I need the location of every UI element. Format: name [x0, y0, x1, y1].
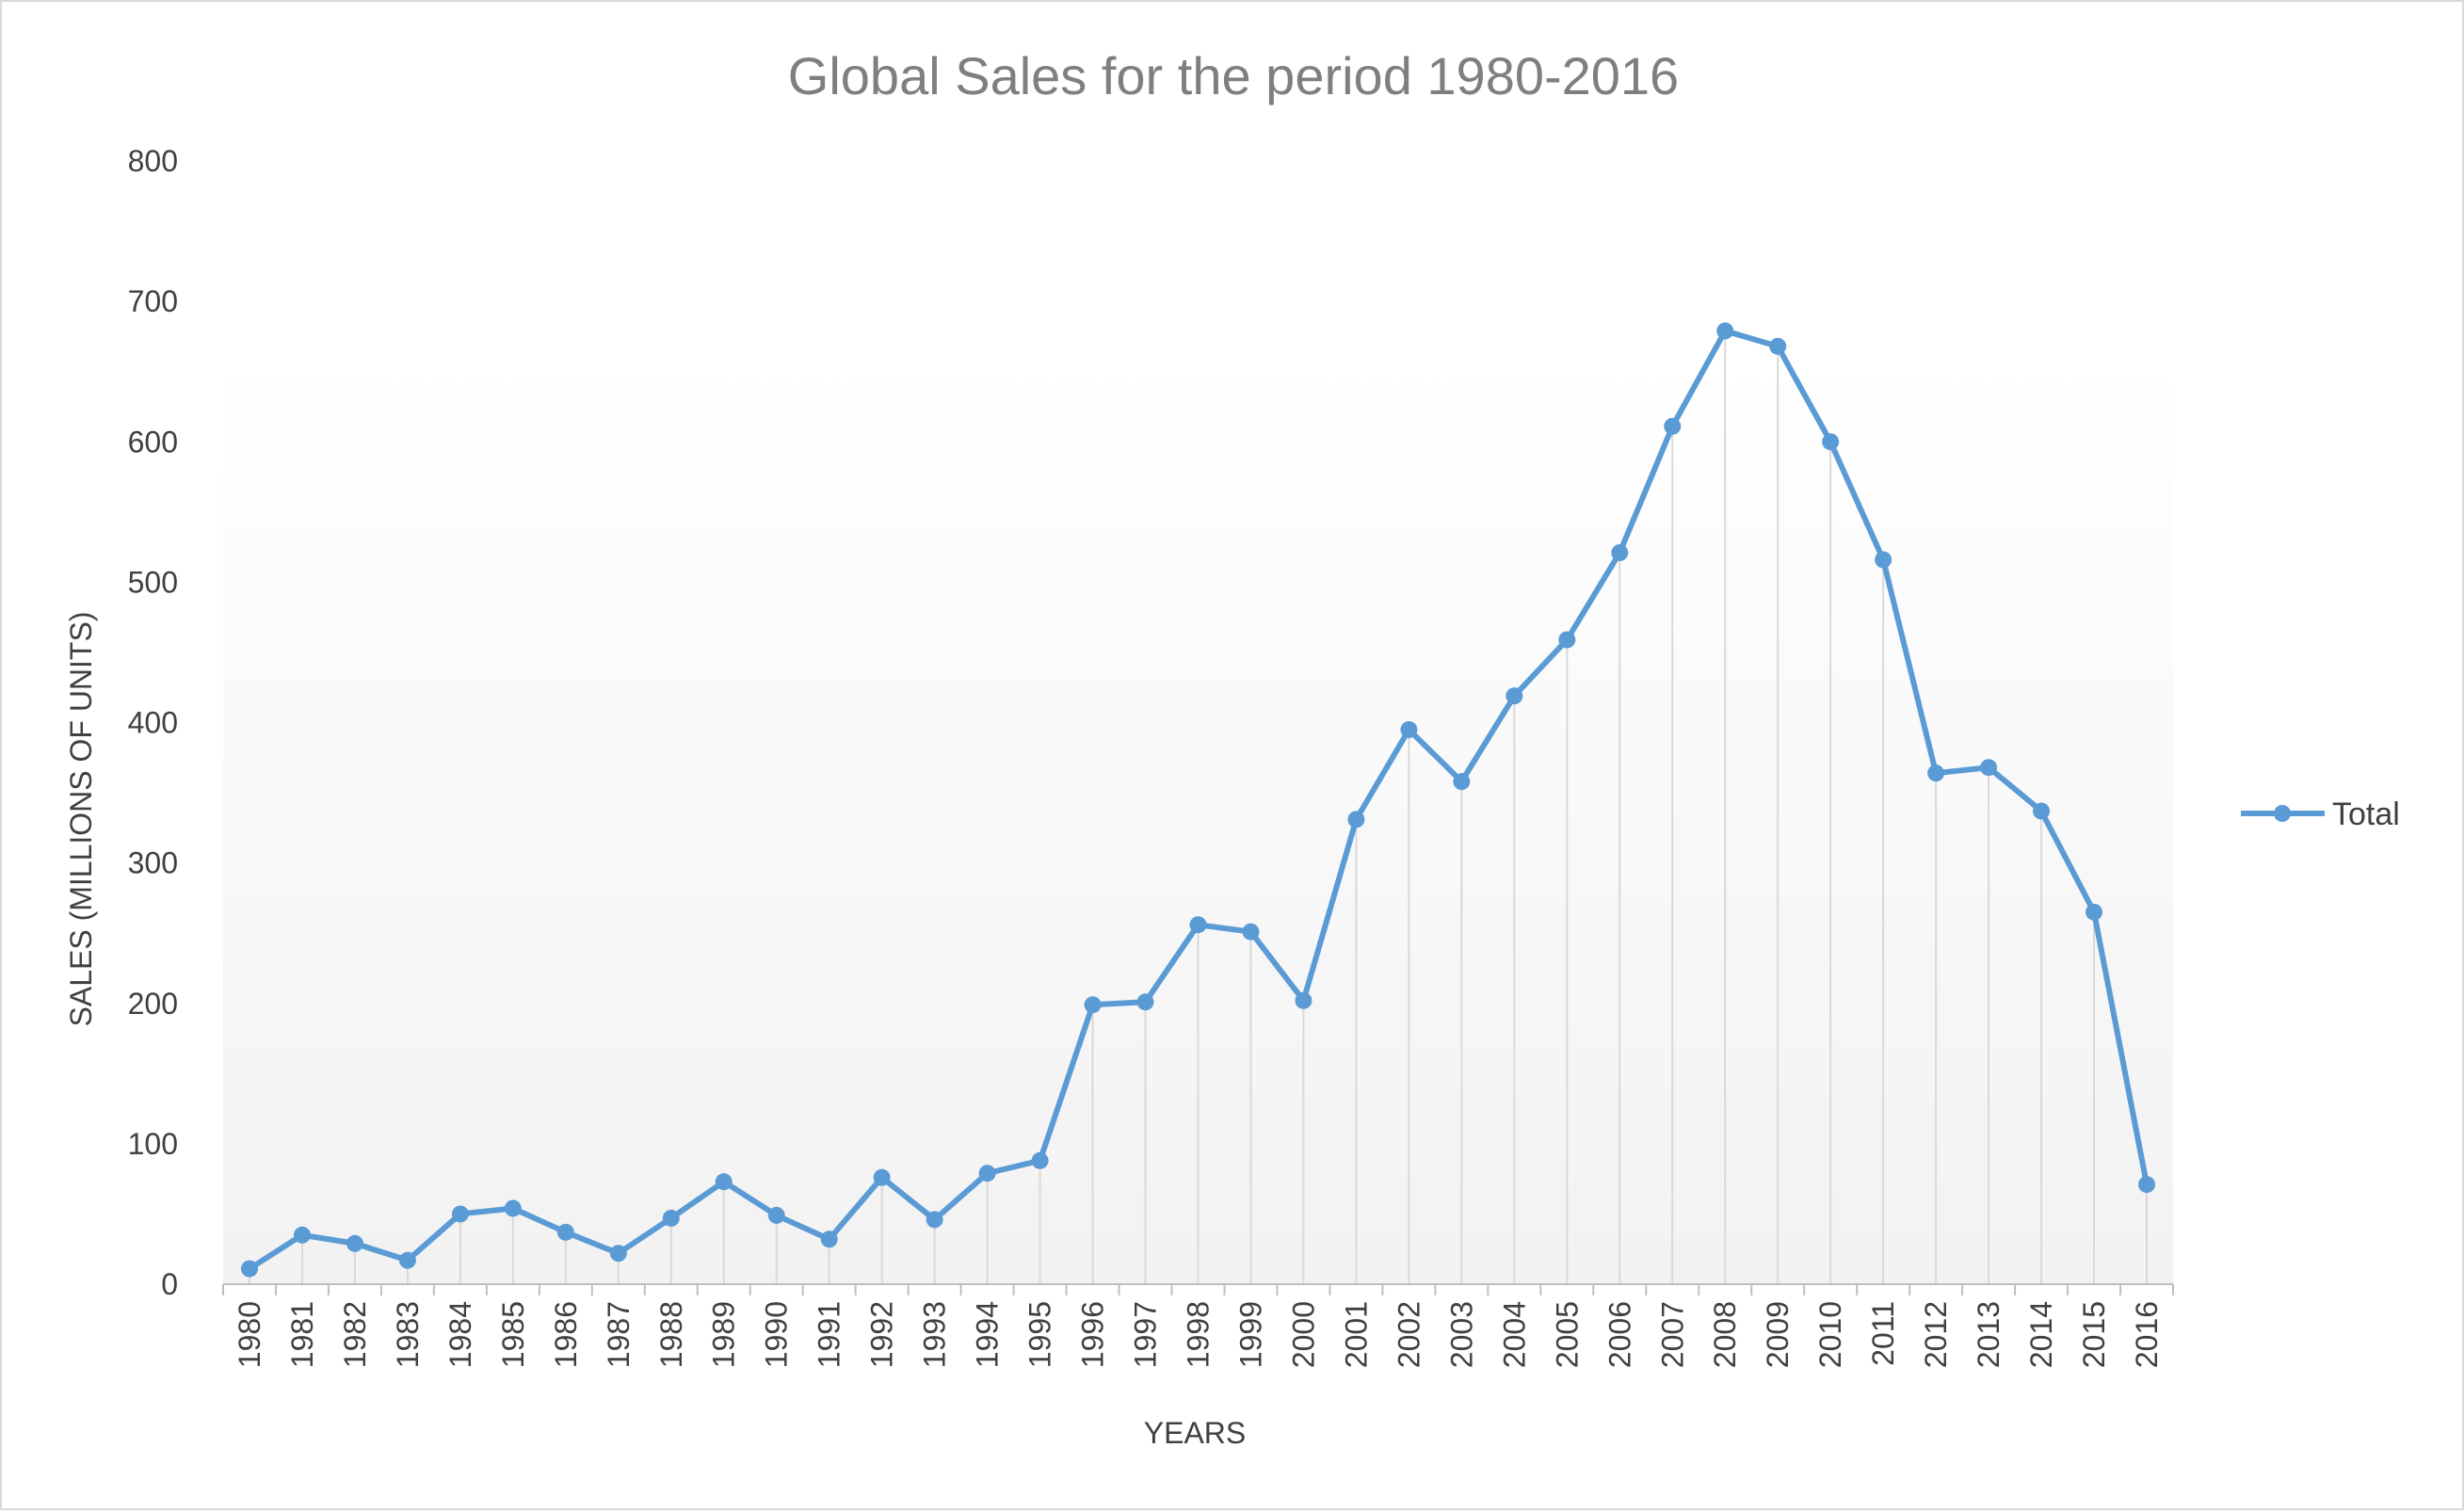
- x-tick-label: 1981: [285, 1301, 319, 1368]
- y-tick-label: 400: [128, 706, 178, 740]
- data-point: [1453, 773, 1471, 791]
- x-tick-label: 1998: [1182, 1301, 1216, 1368]
- x-tick-label: 1992: [865, 1301, 899, 1368]
- y-tick-label: 500: [128, 565, 178, 599]
- x-tick-label: 1985: [496, 1301, 530, 1368]
- y-axis-tick-labels: 0 100 200 300 400 500 600 700 800: [128, 144, 178, 1301]
- x-tick-label: 1982: [338, 1301, 372, 1368]
- x-tick-label: 1990: [760, 1301, 794, 1368]
- x-tick-label: 2007: [1655, 1301, 1689, 1368]
- x-tick-label: 2004: [1497, 1301, 1531, 1368]
- x-tick-label: 1997: [1129, 1301, 1163, 1368]
- x-tick-label: 1988: [654, 1301, 688, 1368]
- x-tick-label: 1994: [971, 1301, 1005, 1368]
- x-tick-label: 2010: [1813, 1301, 1847, 1368]
- y-tick-label: 100: [128, 1127, 178, 1161]
- data-point: [1347, 811, 1365, 828]
- x-tick-label: 1986: [549, 1301, 583, 1368]
- data-point: [504, 1199, 522, 1217]
- y-tick-label: 800: [128, 144, 178, 178]
- data-point: [873, 1168, 891, 1186]
- data-point: [1506, 687, 1523, 705]
- data-point: [1716, 322, 1734, 340]
- data-point: [767, 1206, 785, 1224]
- data-point: [1822, 433, 1840, 451]
- x-tick-label: 2012: [1919, 1301, 1953, 1368]
- x-tick-label: 1984: [443, 1301, 477, 1368]
- x-tick-label: 2008: [1708, 1301, 1742, 1368]
- data-point: [1927, 764, 1945, 782]
- data-point: [1031, 1151, 1049, 1169]
- data-point: [1980, 759, 1998, 777]
- y-tick-label: 0: [161, 1267, 178, 1301]
- x-tick-label: 2013: [1972, 1301, 2005, 1368]
- x-axis-tick-marks: [222, 1284, 2174, 1295]
- x-tick-label: 2006: [1602, 1301, 1636, 1368]
- x-tick-label: 1991: [813, 1301, 846, 1368]
- data-point: [1400, 720, 1418, 738]
- chart-title: Global Sales for the period 1980-2016: [788, 46, 1679, 105]
- y-tick-label: 200: [128, 987, 178, 1021]
- data-point: [1084, 996, 1102, 1014]
- x-tick-label: 2001: [1339, 1301, 1373, 1368]
- data-point: [2086, 903, 2103, 921]
- x-tick-label: 2003: [1444, 1301, 1478, 1368]
- x-tick-label: 2015: [2077, 1301, 2111, 1368]
- y-tick-label: 300: [128, 846, 178, 880]
- data-point: [609, 1245, 627, 1263]
- x-tick-label: 1999: [1233, 1301, 1267, 1368]
- data-point: [662, 1209, 680, 1227]
- x-tick-label: 1995: [1023, 1301, 1057, 1368]
- data-point: [1664, 417, 1682, 435]
- y-tick-label: 600: [128, 425, 178, 458]
- data-point: [398, 1251, 416, 1269]
- data-point: [715, 1173, 733, 1191]
- data-point: [1558, 631, 1576, 649]
- data-points: [240, 322, 2156, 1278]
- data-point: [1242, 923, 1260, 941]
- x-tick-label: 2002: [1392, 1301, 1425, 1368]
- data-point: [451, 1205, 469, 1223]
- data-point: [2138, 1176, 2156, 1194]
- x-tick-label: 2011: [1866, 1301, 1900, 1366]
- data-point: [1136, 993, 1154, 1011]
- x-tick-label: 2000: [1286, 1301, 1320, 1368]
- legend-label-total: Total: [2332, 796, 2400, 832]
- x-tick-label: 1983: [391, 1301, 425, 1368]
- data-point: [1295, 991, 1313, 1009]
- data-point: [820, 1231, 838, 1248]
- x-tick-label: 2014: [2024, 1301, 2058, 1368]
- x-tick-label: 2009: [1761, 1301, 1795, 1368]
- x-tick-label: 1996: [1076, 1301, 1110, 1368]
- data-point: [240, 1260, 258, 1278]
- legend: Total: [2241, 796, 2400, 832]
- x-tick-label: 1987: [602, 1301, 636, 1368]
- data-point: [556, 1223, 574, 1241]
- x-tick-label: 2016: [2130, 1301, 2164, 1368]
- x-tick-label: 1989: [707, 1301, 741, 1368]
- x-tick-label: 2005: [1550, 1301, 1584, 1368]
- data-point: [1875, 551, 1892, 569]
- data-point: [978, 1165, 996, 1182]
- data-point: [1611, 544, 1629, 562]
- data-point: [926, 1211, 943, 1229]
- x-axis-title: YEARS: [1144, 1416, 1246, 1450]
- data-point: [346, 1234, 363, 1252]
- data-point: [2033, 802, 2051, 820]
- data-point: [1189, 916, 1207, 934]
- x-axis-tick-labels: 1980 1981 1982 1983 1984 1985 1986 1987 1988 1989…: [233, 1301, 2164, 1368]
- data-point: [293, 1226, 311, 1244]
- legend-marker-total: [2274, 805, 2291, 822]
- y-axis-title: SALES (MILLIONS OF UNITS): [64, 612, 98, 1027]
- drop-lines: [248, 330, 2149, 1284]
- y-tick-label: 700: [128, 284, 178, 318]
- data-point: [1769, 337, 1787, 355]
- x-tick-label: 1993: [918, 1301, 952, 1368]
- x-tick-label: 1980: [233, 1301, 266, 1368]
